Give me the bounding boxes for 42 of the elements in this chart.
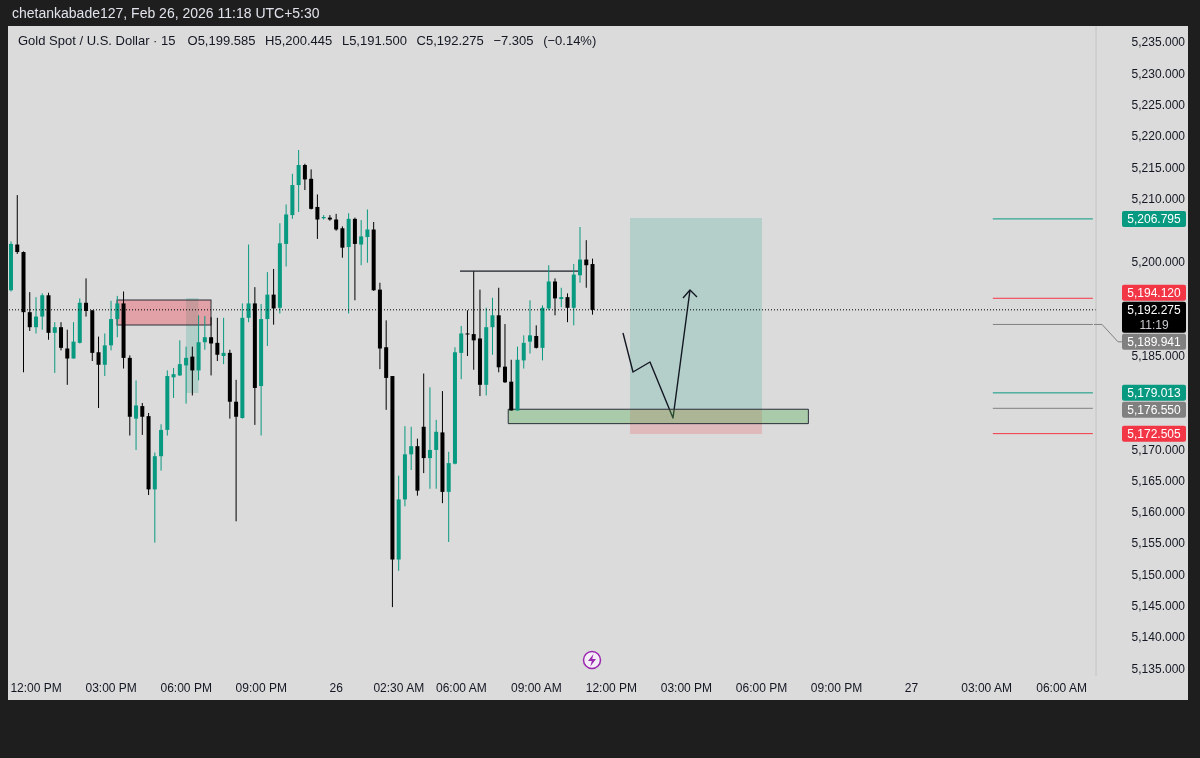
text: O5,199.585 H5,200.445 L5,191.500 C5,192.275 −7.305 (−0.14%): [187, 33, 597, 48]
x-tick-label: 09:00 AM: [511, 681, 562, 696]
x-tick-label: 03:00 PM: [85, 681, 137, 696]
x-tick-label: 02:30 AM: [373, 681, 425, 696]
ref-line-label: 5,189.941: [1127, 335, 1182, 350]
x-tick-label: 06:00 PM: [160, 681, 212, 696]
x-tick-label: 06:00 PM: [735, 681, 788, 696]
y-tick-label: 5,225.000: [1131, 98, 1186, 113]
y-tick-label: 5,210.000: [1131, 192, 1186, 207]
text: 11:19: [1139, 318, 1169, 333]
y-tick-label: 5,170.000: [1131, 442, 1186, 457]
ref-line-label: 5,192.275: [1127, 303, 1182, 318]
y-tick-label: 5,230.000: [1131, 66, 1186, 81]
y-tick-label: 5,165.000: [1131, 473, 1186, 488]
y-tick-label: 5,145.000: [1131, 599, 1186, 614]
x-tick-label: 09:00 PM: [810, 681, 863, 696]
y-tick-label: 5,215.000: [1131, 160, 1186, 175]
y-tick-label: 5,150.000: [1131, 567, 1186, 582]
y-tick-label: 5,160.000: [1131, 505, 1186, 520]
y-tick-label: 5,220.000: [1131, 129, 1186, 144]
x-tick-label: 26: [329, 681, 344, 696]
y-tick-label: 5,155.000: [1131, 536, 1186, 551]
y-tick-label: 5,135.000: [1131, 661, 1186, 676]
x-tick-label: 03:00 AM: [961, 681, 1012, 696]
y-tick-label: 5,185.000: [1131, 348, 1186, 363]
x-tick-label: 09:00 PM: [235, 681, 287, 696]
ref-line-label: 5,179.013: [1127, 386, 1182, 401]
x-tick-label: 27: [904, 681, 919, 696]
y-tick-label: 5,235.000: [1131, 35, 1186, 50]
x-tick-label: 03:00 PM: [660, 681, 713, 696]
text: Gold Spot / U.S. Dollar · 15: [18, 33, 176, 48]
text: chetankabade127, Feb 26, 2026 11:18 UTC+5:30: [12, 5, 320, 21]
ref-line-label: 5,194.120: [1127, 286, 1182, 301]
x-tick-label: 06:00 AM: [435, 681, 487, 696]
y-tick-label: 5,140.000: [1131, 630, 1186, 645]
ref-line-label: 5,172.505: [1127, 426, 1182, 441]
x-tick-label: 12:00 PM: [585, 681, 638, 696]
y-tick-label: 5,200.000: [1131, 254, 1186, 269]
x-tick-label: 12:00 PM: [10, 681, 62, 696]
ref-line-label: 5,176.550: [1127, 403, 1182, 418]
x-tick-label: 06:00 AM: [1036, 681, 1087, 696]
ref-line-label: 5,206.795: [1127, 212, 1182, 227]
